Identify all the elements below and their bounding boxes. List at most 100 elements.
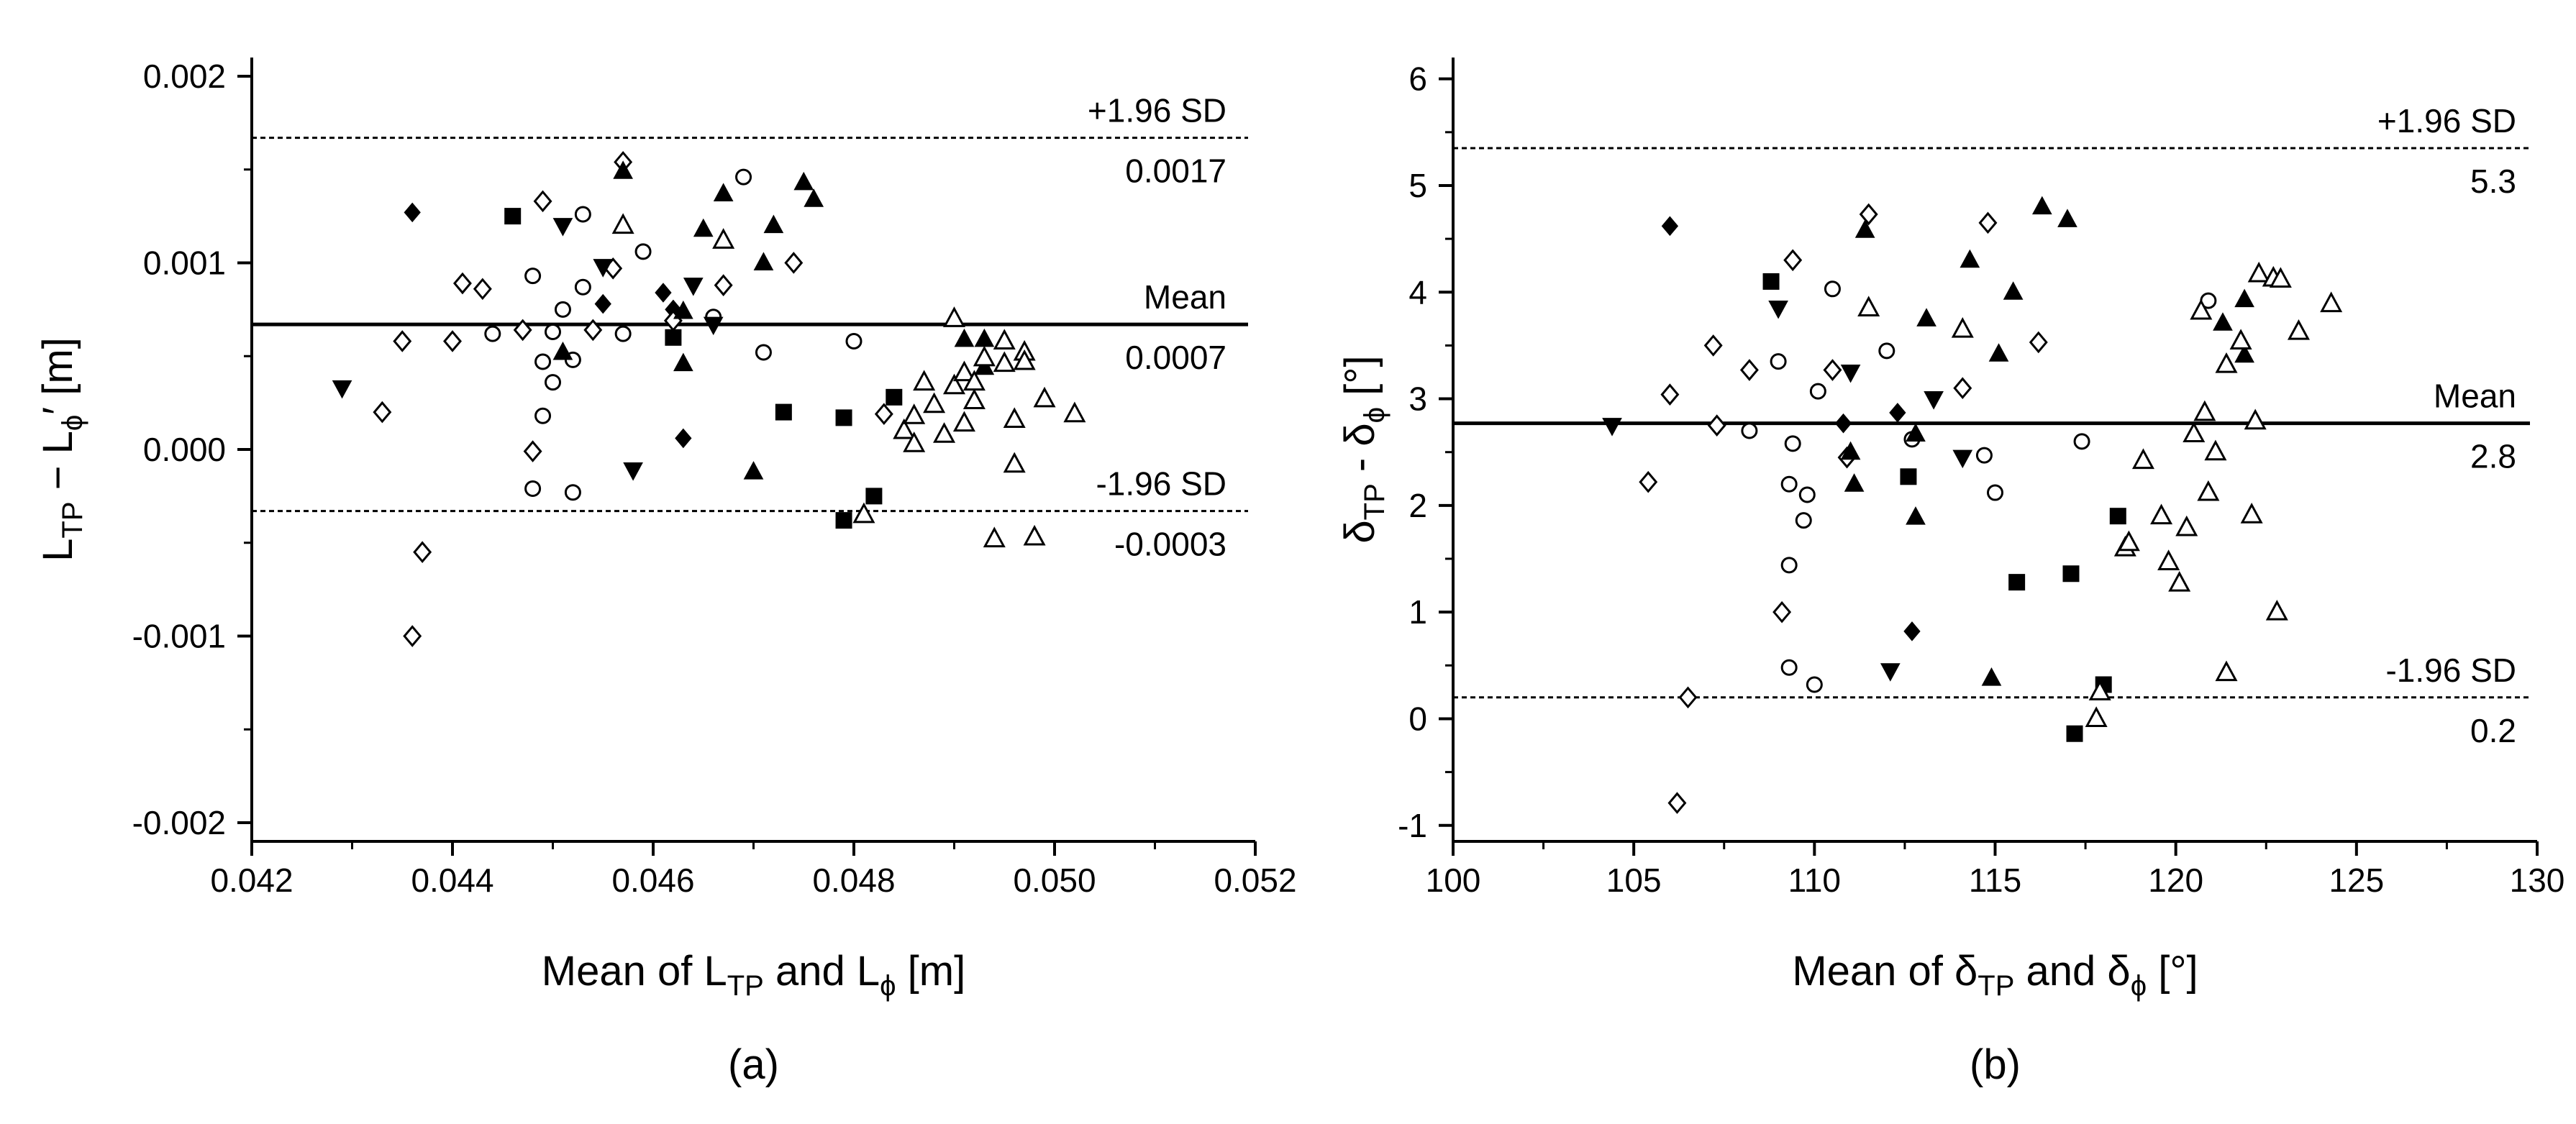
data-point-open-triangle-up <box>2088 680 2111 700</box>
data-point-open-triangle-up <box>913 370 936 391</box>
data-point-filled-triangle-up <box>2234 288 2254 308</box>
x-axis-label: Mean of δTP and δϕ [°] <box>1792 948 2198 1002</box>
data-point-open-triangle-up <box>903 431 926 452</box>
panel-b: 100 105 110 115 120 125 130 -1 0 1 2 3 4 5 6 +1.96 SD 5.… <box>1337 58 2564 1088</box>
x-tick-label: 115 <box>1969 862 2021 899</box>
data-point-filled-triangle-up <box>1840 441 1861 460</box>
data-point-open-circle <box>1824 280 1841 298</box>
data-point-open-circle <box>524 268 542 285</box>
data-point-filled-square <box>835 409 852 426</box>
reference-label-lower-limit: -1.96 SD <box>1096 465 1226 503</box>
data-point-open-circle <box>484 325 501 342</box>
y-axis-label: LTP − Lϕ′ [m] <box>35 337 88 562</box>
data-point-filled-triangle-up <box>2003 281 2024 300</box>
data-point-filled-triangle-up <box>552 341 573 360</box>
series-open-triangle-up <box>611 213 1086 548</box>
x-axis-label-sub2: ϕ <box>2131 970 2147 1002</box>
reference-label-upper-limit: +1.96 SD <box>1088 92 1226 129</box>
data-point-filled-diamond <box>675 428 692 449</box>
x-tick-label: 0.044 <box>411 862 493 899</box>
x-axis-label: Mean of LTP and Lϕ [m] <box>542 948 965 1002</box>
data-point-open-diamond <box>1783 249 1803 272</box>
data-point-open-circle <box>1798 486 1816 503</box>
series-filled-diamond <box>1661 216 1921 641</box>
reference-value-mean: 2.8 <box>2470 438 2516 475</box>
data-point-open-diamond <box>1739 359 1759 381</box>
data-point-open-diamond <box>413 541 432 564</box>
data-point-open-circle <box>1780 557 1798 574</box>
data-point-filled-triangle-down <box>1952 449 1973 469</box>
x-tick-label: 130 <box>2510 862 2565 899</box>
data-point-open-diamond <box>1678 686 1698 709</box>
data-point-open-triangle-up <box>962 388 986 410</box>
data-point-open-triangle-up <box>2197 480 2220 501</box>
data-point-open-circle <box>574 278 591 296</box>
data-point-open-triangle-up <box>2193 400 2216 421</box>
data-point-open-triangle-up <box>993 351 1016 373</box>
data-point-filled-triangle-down <box>552 218 573 237</box>
x-axis-label-unit: [°] <box>2147 948 2198 995</box>
data-point-open-triangle-up <box>2175 515 2198 536</box>
data-point-filled-triangle-down <box>623 462 643 481</box>
reference-value-upper-limit: 5.3 <box>2470 163 2516 200</box>
data-point-filled-triangle-up <box>1906 506 1926 525</box>
data-point-open-circle <box>1806 676 1823 693</box>
x-tick-label: 105 <box>1606 862 1662 899</box>
panel-caption: (b) <box>1970 1041 2021 1088</box>
data-point-filled-diamond <box>594 293 611 314</box>
data-point-open-triangle-up <box>962 370 986 391</box>
y-tick-label: 3 <box>1408 380 1427 418</box>
data-point-open-triangle-up <box>2215 352 2238 373</box>
data-point-open-circle <box>1780 475 1798 493</box>
data-point-open-diamond <box>513 319 532 342</box>
x-axis-label-unit: [m] <box>896 948 966 995</box>
data-point-filled-diamond <box>1661 216 1679 237</box>
data-point-open-diamond <box>1823 359 1842 381</box>
data-point-open-triangle-up <box>893 418 916 439</box>
data-point-open-triangle-up <box>1063 401 1086 423</box>
data-point-open-circle <box>755 344 772 361</box>
data-point-filled-triangle-up <box>2031 196 2052 215</box>
data-point-filled-triangle-down <box>1840 364 1861 383</box>
y-tick-label: 0.000 <box>143 431 226 468</box>
data-point-filled-square <box>865 488 883 505</box>
x-tick-label: 110 <box>1788 862 1841 899</box>
reference-label-upper-limit: +1.96 SD <box>2377 102 2516 140</box>
y-axis-label-unit: [°] <box>1337 355 1383 407</box>
data-point-open-triangle-up <box>2269 267 2292 288</box>
data-point-filled-triangle-up <box>1960 249 1980 268</box>
data-point-open-triangle-up <box>923 392 946 413</box>
data-point-filled-triangle-up <box>693 218 714 237</box>
data-point-filled-triangle-up <box>673 352 693 372</box>
series-open-circle <box>1741 280 2217 693</box>
reference-label-mean: Mean <box>2434 378 2516 415</box>
data-point-open-triangle-up <box>2240 503 2263 524</box>
data-point-open-diamond <box>393 330 412 352</box>
series-filled-triangle-down <box>332 218 724 481</box>
data-point-open-diamond <box>1953 377 1972 400</box>
data-point-open-diamond <box>443 330 462 352</box>
data-point-open-triangle-up <box>942 373 966 395</box>
data-point-open-triangle-up <box>1003 452 1026 473</box>
data-point-filled-triangle-down <box>1768 301 1788 319</box>
data-point-filled-triangle-up <box>793 171 814 191</box>
x-axis-label-sub1: TP <box>727 970 764 1002</box>
data-point-filled-triangle-up <box>613 160 633 179</box>
data-point-open-triangle-up <box>1023 524 1046 546</box>
data-point-open-diamond <box>1660 383 1680 406</box>
x-tick-label: 0.042 <box>210 862 293 899</box>
data-point-open-diamond <box>533 190 552 213</box>
series-filled-triangle-down <box>1602 301 1973 682</box>
data-point-filled-diamond <box>1834 413 1852 434</box>
data-point-open-diamond <box>403 625 422 647</box>
data-point-open-triangle-up <box>2150 503 2173 525</box>
data-point-filled-square <box>504 208 522 225</box>
data-point-open-circle <box>574 206 591 223</box>
y-tick-label: 4 <box>1408 273 1427 311</box>
data-point-filled-triangle-up <box>2234 344 2254 363</box>
x-axis-label-main: Mean of L <box>542 948 727 995</box>
data-point-open-triangle-up <box>2117 530 2140 552</box>
data-point-open-triangle-up <box>993 329 1016 349</box>
